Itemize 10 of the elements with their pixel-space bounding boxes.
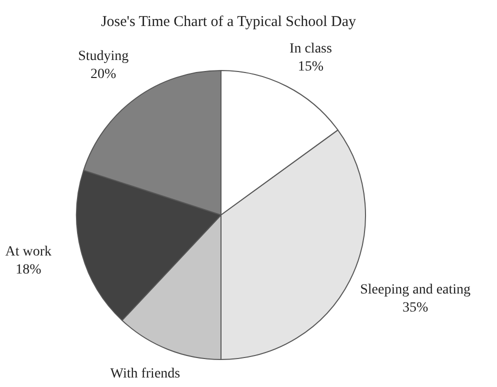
slice-label: With friends xyxy=(110,366,180,382)
slice-label: Sleeping and eating xyxy=(360,282,471,298)
data-label: 18% xyxy=(16,262,42,278)
chart-title: Jose's Time Chart of a Typical School Day xyxy=(100,14,357,30)
data-label: 35% xyxy=(402,300,428,316)
data-label: 20% xyxy=(90,67,117,82)
slice-label: Studying xyxy=(78,49,129,64)
slice-label: In class xyxy=(290,42,332,57)
slice-label: At work xyxy=(5,244,52,260)
data-label: 15% xyxy=(298,60,324,75)
